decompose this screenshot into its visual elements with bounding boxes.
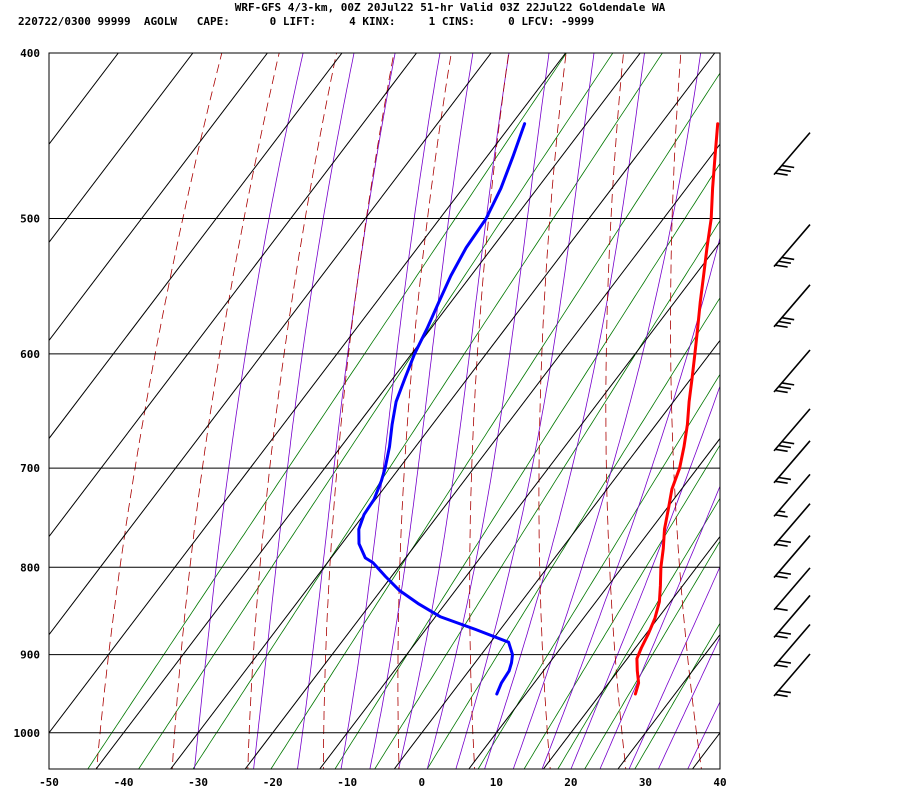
- dry-adiabat-line: [853, 34, 900, 776]
- moist-adiabat-line: [484, 53, 645, 769]
- dry-adiabat-line: [322, 53, 395, 769]
- pressure-tick-label: 500: [20, 213, 40, 226]
- mixing-ratio-line: [634, 622, 720, 769]
- dewpoint-trace: [357, 122, 527, 696]
- wind-barb: [773, 594, 811, 639]
- temperature-tick-label: -40: [114, 776, 134, 789]
- plot-frame: [48, 52, 721, 770]
- wind-barb: [773, 284, 811, 329]
- wind-barb: [773, 224, 811, 268]
- wind-barb: [773, 349, 811, 394]
- dry-adiabat-line: [397, 53, 452, 769]
- moist-adiabat-lines: [194, 53, 720, 769]
- dry-adiabat-line: [538, 53, 567, 769]
- dry-adiabat-line: [469, 53, 510, 769]
- sounding-title: WRF-GFS 4/3-km, 00Z 20Jul22 51-hr Valid …: [234, 1, 666, 14]
- moist-adiabat-line: [599, 485, 720, 769]
- wind-barb: [773, 473, 811, 518]
- temperature-trace: [633, 122, 720, 696]
- moist-adiabat-line: [297, 53, 396, 769]
- temperature-tick-label: -20: [263, 776, 283, 789]
- dry-adiabat-lines: [96, 34, 900, 776]
- dry-adiabat-line: [794, 34, 854, 776]
- wind-barb-column: [773, 132, 811, 698]
- isotherm-line: [617, 633, 720, 769]
- isotherm-line: [49, 53, 567, 734]
- moist-adiabat-line: [512, 53, 702, 769]
- dry-adiabat-line: [96, 53, 223, 769]
- mixing-ratio-line: [192, 53, 663, 769]
- temperature-tick-label: 10: [490, 776, 503, 789]
- mixing-ratio-line: [334, 162, 720, 769]
- isotherm-line: [49, 53, 492, 636]
- temperature-tick-label: 20: [564, 776, 577, 789]
- moist-adiabat-line: [340, 53, 441, 769]
- grid-lines: [49, 53, 720, 769]
- sounding-traces: [357, 122, 720, 696]
- pressure-tick-label: 700: [20, 462, 40, 475]
- mixing-ratio-line: [138, 53, 614, 769]
- moist-adiabat-line: [369, 53, 474, 769]
- moist-adiabat-line: [541, 236, 720, 769]
- temperature-tick-label: -10: [337, 776, 357, 789]
- isotherm-line: [95, 53, 641, 769]
- dry-adiabat-line: [670, 53, 702, 769]
- mixing-ratio-line: [270, 72, 720, 769]
- wind-barb: [773, 440, 811, 485]
- wind-barb: [773, 567, 811, 612]
- wind-barb: [773, 653, 811, 698]
- mixing-ratio-line: [584, 540, 720, 769]
- dry-adiabat-line: [605, 53, 627, 769]
- mixing-ratio-line: [87, 53, 567, 769]
- moist-adiabat-line: [194, 53, 304, 769]
- isotherm-line: [319, 241, 720, 769]
- moist-adiabat-line: [570, 385, 720, 769]
- mixing-ratio-line: [426, 297, 720, 769]
- pressure-tick-label: 1000: [14, 727, 41, 740]
- pressure-tick-label: 400: [20, 47, 40, 60]
- moist-adiabat-line: [426, 53, 550, 769]
- sounding-stability-indices: 220722/0300 99999 AGOLW CAPE: 0 LIFT: 4 …: [18, 15, 595, 28]
- moist-adiabat-line: [628, 565, 720, 769]
- wind-barb: [773, 132, 811, 176]
- wind-barb: [773, 503, 811, 547]
- wind-barb: [773, 623, 811, 668]
- isotherm-line: [244, 143, 720, 769]
- isotherm-line: [49, 53, 343, 440]
- wind-barb: [773, 408, 811, 453]
- temperature-tick-label: -30: [188, 776, 208, 789]
- dry-adiabat-line: [247, 53, 337, 769]
- isotherm-line: [542, 535, 720, 769]
- pressure-tick-label: 600: [20, 348, 40, 361]
- moist-adiabat-line: [657, 636, 720, 769]
- wind-barb: [773, 535, 811, 579]
- pressure-tick-label: 800: [20, 561, 40, 574]
- isotherm-line: [468, 437, 720, 769]
- isotherm-line: [49, 53, 119, 146]
- pressure-axis: 400 500 600 700 800 900 1000: [14, 47, 41, 740]
- isotherm-line: [170, 53, 716, 769]
- pressure-tick-label: 900: [20, 649, 40, 662]
- isotherm-line: [393, 339, 720, 769]
- temperature-tick-label: 30: [639, 776, 652, 789]
- mixing-ratio-line: [557, 497, 720, 769]
- isotherm-line: [49, 53, 417, 538]
- temperature-axis: -50 -40 -30 -20 -10 0 10 20 30 40: [39, 776, 727, 789]
- dry-adiabat-line: [733, 34, 778, 776]
- isotherm-line: [692, 731, 720, 769]
- isotherm-line: [49, 53, 194, 244]
- mixing-ratio-line: [374, 220, 720, 769]
- temperature-tick-label: -50: [39, 776, 59, 789]
- isotherm-line: [49, 53, 268, 342]
- dry-adiabat-line: [171, 53, 280, 769]
- temperature-tick-label: 40: [713, 776, 726, 789]
- mixing-ratio-line: [523, 444, 720, 769]
- moist-adiabat-line: [253, 53, 355, 769]
- temperature-tick-label: 0: [418, 776, 425, 789]
- moist-adiabat-line: [455, 53, 595, 769]
- mixing-ratio-line: [477, 373, 720, 769]
- moist-adiabat-line: [398, 53, 510, 769]
